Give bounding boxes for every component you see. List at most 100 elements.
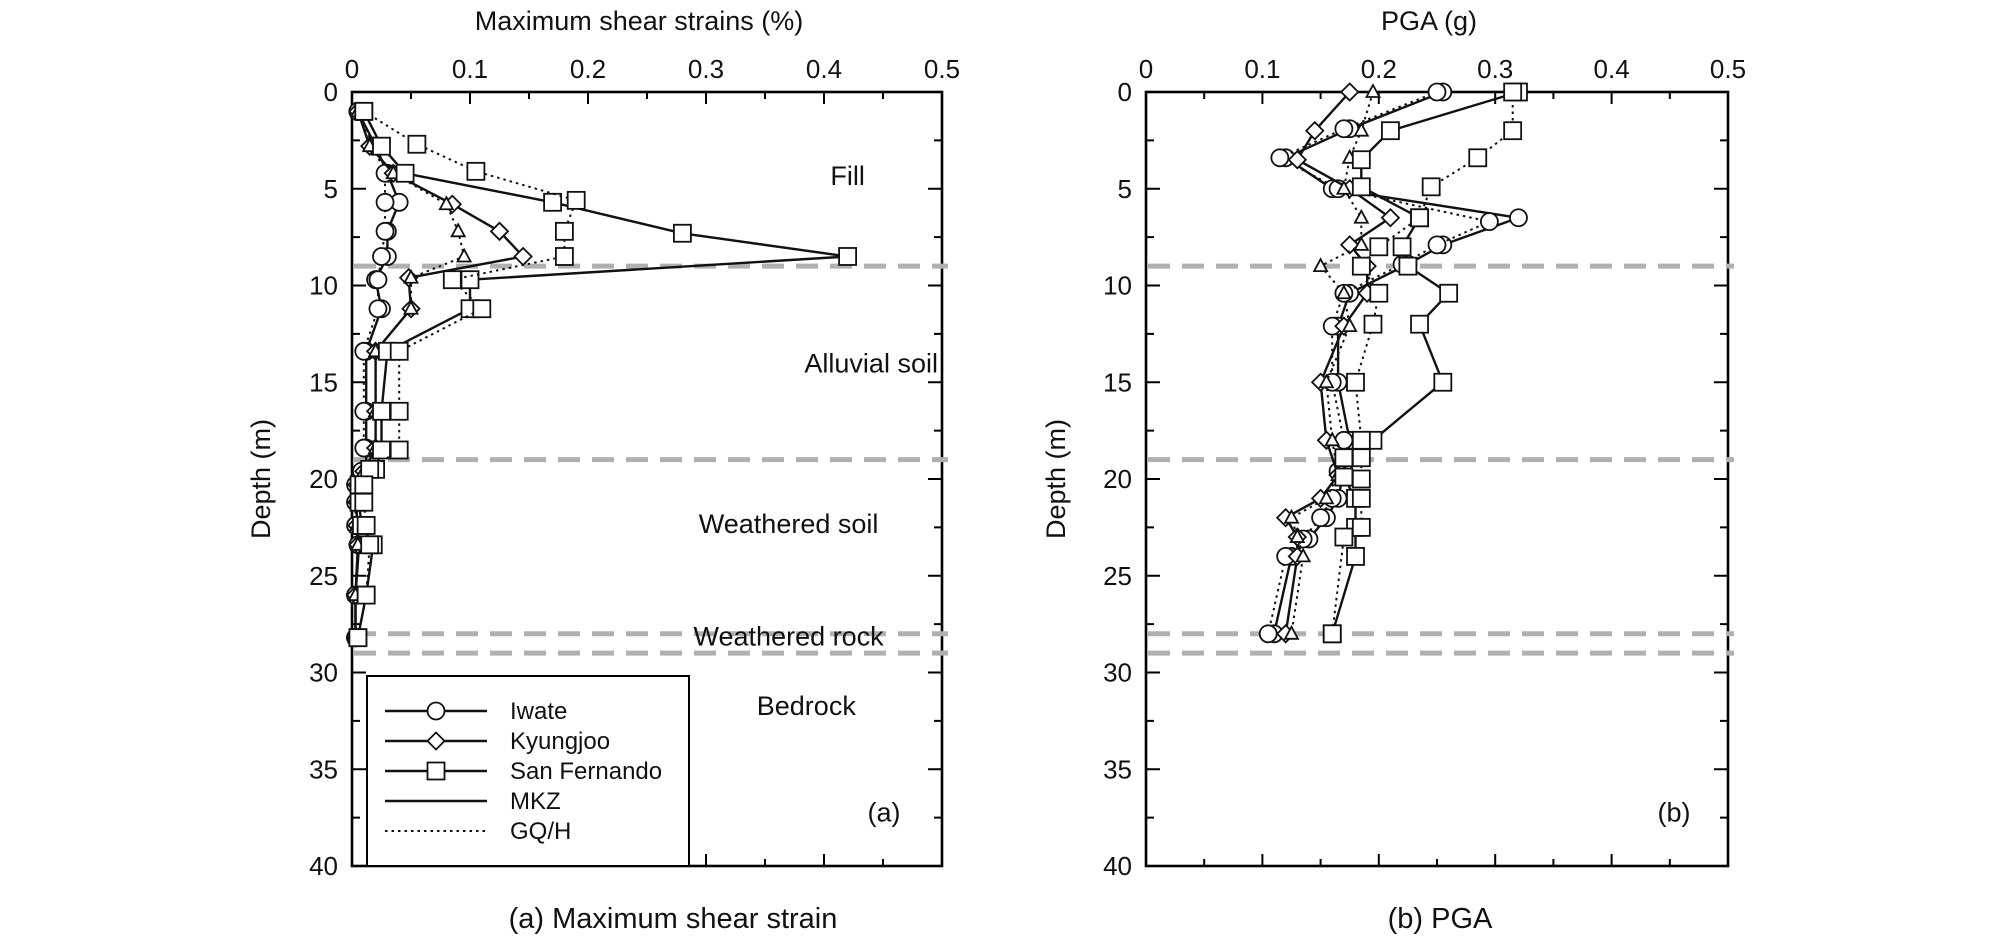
- data-point-san-fernando-gq-h: [389, 440, 409, 460]
- data-point-san-fernando-gq-h: [1503, 121, 1523, 141]
- data-point-san-fernando-gq-h: [472, 299, 492, 319]
- data-point-san-fernando-gq-h: [1351, 430, 1371, 450]
- data-point-san-fernando-mkz: [1351, 177, 1371, 197]
- panel-b-xtick-label: 0.2: [1361, 54, 1397, 84]
- data-point-kyungjoo-mkz: [1380, 208, 1401, 228]
- data-point-san-fernando-gq-h: [356, 516, 376, 535]
- data-point-san-fernando-gq-h: [1369, 237, 1389, 257]
- series-line-iwate-mkz: [354, 110, 401, 638]
- panel-b-xtick-label: 0.4: [1594, 54, 1630, 84]
- panel-a-x-axis-title: Maximum shear strains (%): [475, 6, 804, 36]
- data-point-san-fernando-mkz: [460, 270, 480, 290]
- legend-item-kyungjoo: Kyungjoo: [385, 728, 610, 755]
- data-point-kyungjoo-mkz: [1339, 82, 1360, 102]
- data-point-san-fernando-gq-h: [1322, 624, 1342, 644]
- data-point-san-fernando-gq-h: [1351, 488, 1371, 508]
- data-point-iwate-gq-h: [1427, 235, 1447, 255]
- panel-b-ytick-label: 15: [1103, 367, 1132, 397]
- data-point-san-fernando-gq-h: [1369, 283, 1389, 303]
- data-point-san-fernando-gq-h: [354, 475, 374, 495]
- data-point-san-fernando-gq-h: [354, 492, 374, 512]
- panel-b-ytick-label: 40: [1103, 851, 1132, 881]
- legend-item-iwate: Iwate: [385, 698, 567, 725]
- panel-b-ytick-label: 5: [1118, 174, 1132, 204]
- data-point-kyungjoo-gq-h: [1295, 547, 1312, 563]
- data-point-san-fernando-gq-h: [466, 161, 486, 181]
- data-point-kyungjoo-gq-h: [1335, 179, 1352, 195]
- layer-label-alluvial-soil: Alluvial soil: [804, 349, 938, 379]
- series-line-kyungjoo-mkz: [354, 110, 525, 638]
- data-point-kyungjoo-gq-h: [402, 268, 420, 284]
- legend-item-san-fernando: San Fernando: [385, 758, 662, 785]
- panel-a-ytick-label: 15: [309, 367, 338, 397]
- panel-b-ytick-label: 20: [1103, 464, 1132, 494]
- panel-a-label: (a): [868, 797, 901, 827]
- data-point-iwate-gq-h: [368, 299, 388, 319]
- panel-a-xtick-label: 0.4: [806, 54, 842, 84]
- panel-b-frame: [1144, 90, 1730, 868]
- legend-label: GQ/H: [510, 818, 571, 845]
- data-point-san-fernando-gq-h: [1503, 82, 1523, 102]
- panel-a-xtick-label: 0.3: [688, 54, 724, 84]
- data-point-san-fernando-gq-h: [1351, 256, 1371, 276]
- panel-a-ytick-label: 30: [309, 658, 338, 688]
- data-point-san-fernando-mkz: [372, 401, 391, 421]
- data-point-kyungjoo-gq-h: [1353, 208, 1370, 224]
- data-point-kyungjoo-gq-h: [1353, 121, 1370, 137]
- data-point-kyungjoo-gq-h: [1341, 317, 1358, 333]
- data-point-san-fernando-gq-h: [389, 341, 409, 361]
- series-line-san-fernando-mkz: [356, 110, 849, 638]
- data-point-san-fernando-gq-h: [1346, 372, 1365, 392]
- panel-a-series-san-fernando-gq-h: [348, 101, 586, 648]
- data-point-kyungjoo-gq-h: [1318, 373, 1335, 389]
- data-point-san-fernando-mkz: [838, 247, 857, 266]
- data-point-kyungjoo-gq-h: [450, 222, 467, 238]
- data-point-san-fernando-gq-h: [354, 101, 374, 121]
- panel-a-ytick-label: 5: [324, 174, 338, 204]
- data-point-iwate-gq-h: [1258, 624, 1278, 644]
- data-point-san-fernando-gq-h: [555, 247, 574, 266]
- legend-marker-diamond: [426, 731, 446, 751]
- data-point-san-fernando-mkz: [1398, 256, 1418, 276]
- data-point-san-fernando-gq-h: [356, 585, 376, 605]
- data-point-san-fernando-mkz: [1334, 448, 1354, 468]
- data-point-kyungjoo-gq-h: [1364, 83, 1381, 98]
- panel-a-ytick-label: 35: [309, 754, 338, 784]
- data-point-san-fernando-gq-h: [1363, 314, 1383, 334]
- panel-b-series-san-fernando-mkz: [1322, 82, 1528, 644]
- legend-label: MKZ: [510, 788, 561, 815]
- data-point-kyungjoo-gq-h: [456, 247, 473, 263]
- panel-b-xtick-label: 0.5: [1710, 54, 1746, 84]
- panel-a-ytick-label: 10: [309, 271, 338, 301]
- data-point-san-fernando-mkz: [1346, 547, 1365, 566]
- data-point-san-fernando-mkz: [395, 163, 415, 183]
- panel-a-xtick-label: 0.5: [924, 54, 960, 84]
- data-point-kyungjoo-mkz: [489, 221, 510, 242]
- legend-label: Kyungjoo: [510, 728, 610, 755]
- data-point-kyungjoo-gq-h: [1283, 508, 1300, 524]
- data-point-kyungjoo-gq-h: [1289, 528, 1306, 543]
- data-point-san-fernando-gq-h: [1351, 448, 1371, 468]
- legend-label: Iwate: [510, 698, 567, 725]
- data-point-san-fernando-gq-h: [1351, 517, 1371, 537]
- data-point-kyungjoo-gq-h: [1324, 431, 1341, 447]
- data-point-san-fernando-gq-h: [348, 628, 368, 648]
- data-point-kyungjoo-gq-h: [1335, 284, 1352, 300]
- panel-a-ytick-label: 20: [309, 464, 338, 494]
- panel-a-ytick-label: 0: [324, 77, 338, 107]
- panel-b-pga: 0 0.1 0.2 0.3 0.4 0.5 0 5 10 15 20 25 30 35 40 PGA (g) D…: [1041, 6, 1746, 881]
- panel-a-ytick-label: 25: [309, 561, 338, 591]
- panel-b-series-san-fernando-gq-h: [1322, 82, 1523, 644]
- panel-b-ytick-label: 0: [1118, 77, 1132, 107]
- data-point-san-fernando-mkz: [1381, 121, 1400, 141]
- series-line-san-fernando-gq-h: [1331, 92, 1514, 634]
- data-point-iwate-gq-h: [375, 192, 395, 212]
- data-point-san-fernando-gq-h: [360, 535, 380, 555]
- data-point-san-fernando-gq-h: [389, 401, 409, 421]
- data-point-iwate-gq-h: [1479, 212, 1499, 232]
- legend-item-mkz: MKZ: [385, 788, 561, 815]
- data-point-san-fernando-gq-h: [442, 270, 462, 290]
- layer-label-bedrock: Bedrock: [757, 691, 857, 721]
- caption-a: (a) Maximum shear strain: [509, 903, 838, 935]
- panel-a-xtick-label: 0: [345, 54, 359, 84]
